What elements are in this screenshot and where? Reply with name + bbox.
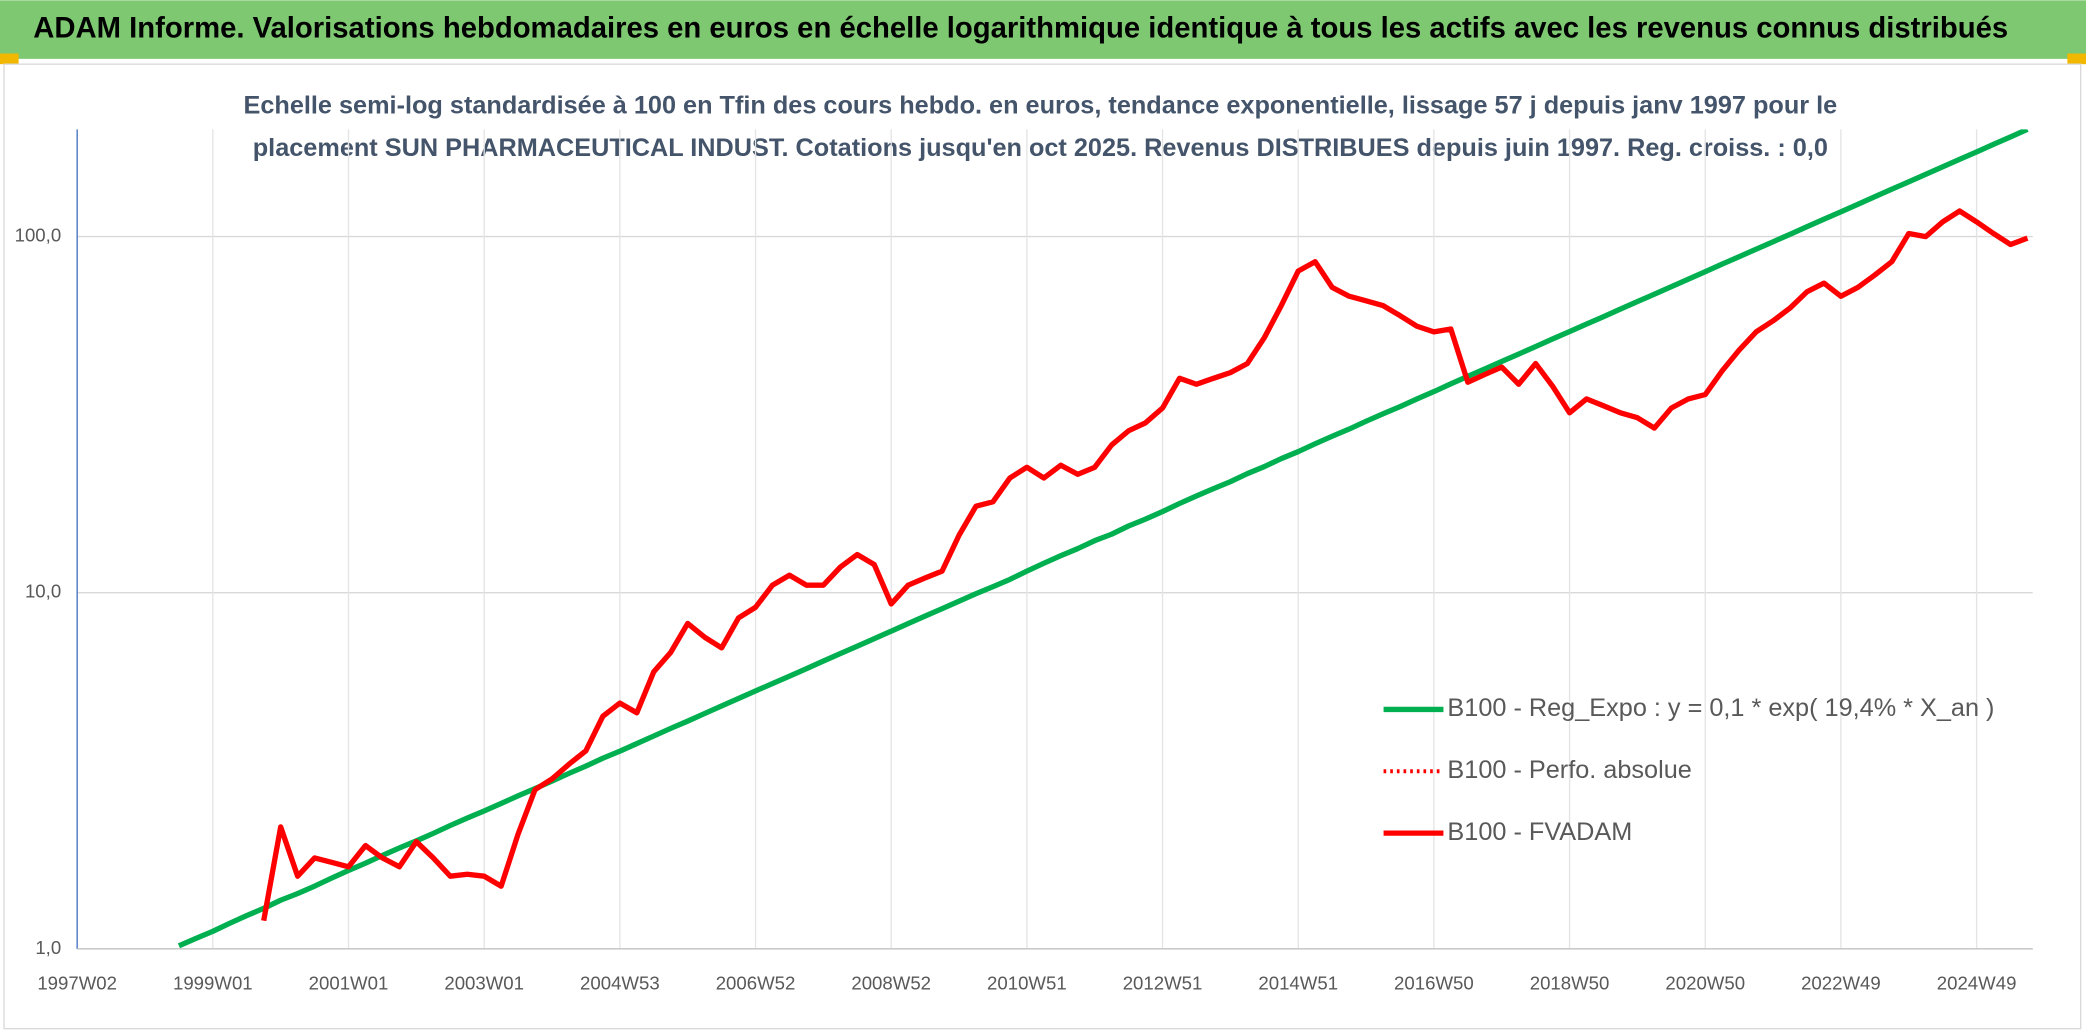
x-tick-label: 2024W49 [1937,973,2017,994]
legend-label: B100 - Reg_Expo : y = 0,1 * exp( 19,4% *… [1447,694,1994,722]
corner [0,53,19,65]
x-tick-label: 2001W01 [309,973,389,994]
grid: 1,0 10,0 100,0 1997W02 1999W01 2001W01 2003W01… [15,129,2033,994]
subtitle: Echelle semi-log standardisée à 100 en T… [243,91,1837,119]
corner [2067,53,2086,65]
series-line [261,208,2029,922]
x-tick-label: 2012W51 [1123,973,1203,994]
subtitle: placement SUN PHARMACEUTICAL INDUST. Cot… [253,134,1828,162]
x-tick-label: 2014W51 [1258,973,1338,994]
plot-area [177,129,2029,949]
y-tick-label: 100,0 [15,224,62,245]
x-tick-label: 2022W49 [1801,973,1881,994]
legend-label: B100 - Perfo. absolue [1447,756,1691,784]
x-tick-label: 2003W01 [444,973,524,994]
series-line [177,129,2029,949]
x-tick-label: 1997W02 [37,973,117,994]
x-tick-label: 2008W52 [851,973,931,994]
legend: B100 - Reg_Expo : y = 0,1 * exp( 19,4% *… [1383,694,1994,846]
chart-frame [3,63,2082,1030]
x-tick-label: 2010W51 [987,973,1067,994]
y-tick-label: 10,0 [25,581,61,602]
x-tick-label: 2006W52 [716,973,796,994]
chart-title: ADAM Informe. Valorisations hebdomadaire… [33,12,2008,44]
header-bar [0,0,2086,59]
x-tick-label: 2004W53 [580,973,660,994]
x-tick-label: 2020W50 [1665,973,1745,994]
x-tick-label: 1999W01 [173,973,253,994]
x-tick-label: 2018W50 [1530,973,1610,994]
legend-label: B100 - FVADAM [1447,818,1632,846]
x-tick-label: 2016W50 [1394,973,1474,994]
y-tick-label: 1,0 [35,937,61,958]
